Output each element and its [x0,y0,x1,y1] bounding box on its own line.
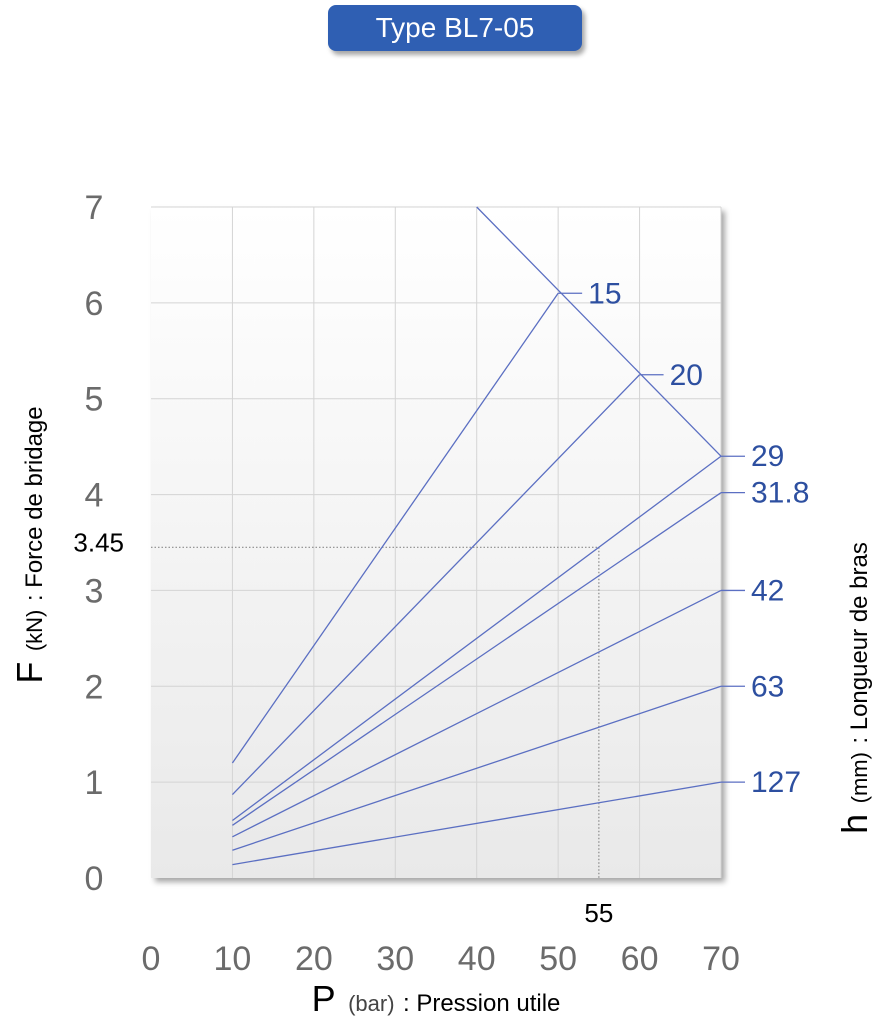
series-label-127: 127 [751,766,801,799]
y-tick-label: 2 [85,668,104,706]
y-axis-unit: (kN) [22,610,47,652]
x-tick-label: 60 [621,940,659,978]
grid-layer [151,206,722,878]
right-axis-text: : Longueur de bras [846,542,873,743]
series-line-127 [232,781,722,866]
x-tick-label: 40 [458,940,496,978]
x-axis-unit: (bar) [348,991,394,1016]
reference-x-label: 55 [584,898,613,928]
series-line-29 [232,455,722,822]
x-tick-label: 70 [702,940,740,978]
right-axis-unit: (mm) [847,752,872,803]
x-tick-label: 10 [214,940,252,978]
y-axis-label: F (kN) : Force de bridage [9,406,50,683]
x-axis-label: P (bar) : Pression utile [312,978,561,1019]
series-label-20: 20 [670,359,703,392]
x-axis-text: : Pression utile [403,990,560,1017]
series-line-31.8 [232,492,722,826]
plot-background [151,207,721,878]
reference-y-label: 3.45 [73,527,124,557]
x-tick-label: 0 [142,940,161,978]
series-line-42 [232,589,722,838]
x-axis-symbol: P [312,978,336,1019]
y-tick-label: 5 [85,381,104,419]
series-label-29: 29 [751,440,784,473]
y-tick-label: 0 [85,860,104,898]
reference-layer: 553.45 [73,527,613,928]
tick-layer: 0 10 20 30 40 50 60 70 0 1 2 3 4 5 6 7 [85,189,740,978]
y-tick-label: 4 [85,477,104,515]
x-tick-label: 20 [295,940,333,978]
y-axis-symbol: F [9,662,50,684]
limit-line [476,206,722,457]
series-label-42: 42 [751,574,784,607]
series-layer [231,206,722,866]
x-tick-label: 30 [376,940,414,978]
series-line-20 [231,374,641,796]
right-axis-symbol: h [834,814,875,834]
series-label-31.8: 31.8 [751,477,809,510]
label-layer: 15 20 29 31.8 42 63 127 [558,277,809,799]
chart-title-badge: Type BL7-05 [328,5,582,51]
series-label-15: 15 [588,277,621,310]
y-tick-label: 1 [85,764,104,802]
y-tick-label: 7 [85,189,104,227]
series-label-63: 63 [751,670,784,703]
y-tick-label: 3 [85,572,104,610]
series-line-63 [232,685,722,851]
y-tick-label: 6 [85,285,104,323]
right-axis-label: h (mm) : Longueur de bras [834,542,875,834]
series-line-15 [231,292,559,764]
y-axis-text: : Force de bridage [21,406,48,601]
x-tick-label: 50 [539,940,577,978]
